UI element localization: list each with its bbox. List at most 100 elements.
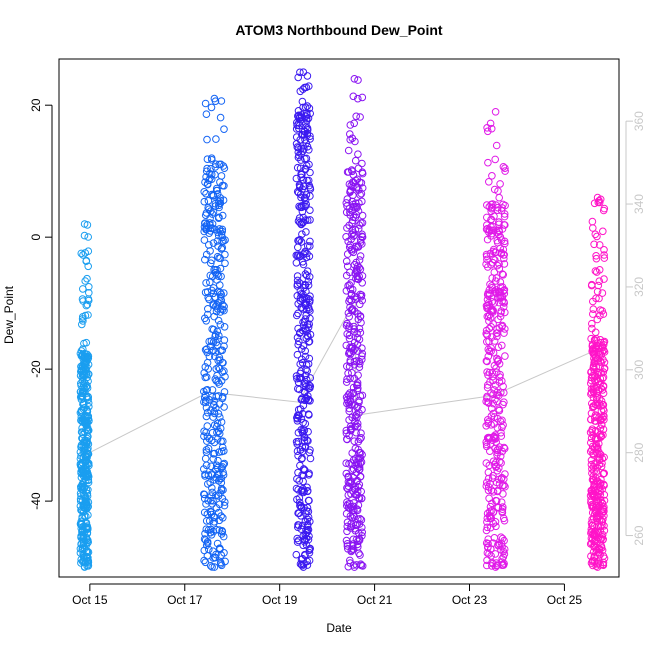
data-point	[596, 490, 605, 499]
data-point	[484, 263, 492, 271]
data-point	[343, 435, 351, 444]
data-point	[590, 553, 599, 562]
data-point	[217, 418, 226, 426]
data-point	[595, 455, 604, 464]
data-point	[491, 395, 499, 404]
data-point	[77, 462, 85, 471]
data-point	[484, 539, 492, 548]
data-point	[220, 447, 228, 455]
data-point	[200, 197, 209, 206]
data-point	[77, 519, 85, 528]
data-point	[79, 383, 87, 392]
data-point	[600, 254, 609, 262]
data-point	[299, 321, 308, 330]
data-point	[488, 203, 497, 212]
data-point	[358, 159, 366, 168]
data-point	[600, 246, 608, 254]
data-point	[345, 407, 354, 416]
data-point	[296, 182, 304, 190]
data-point	[205, 517, 214, 525]
data-point	[488, 372, 497, 381]
data-point	[598, 289, 607, 297]
data-point	[213, 252, 222, 261]
data-point	[354, 150, 362, 158]
data-point	[302, 228, 310, 236]
data-point	[215, 448, 223, 456]
data-point	[300, 182, 308, 191]
data-point	[493, 368, 501, 377]
data-point	[81, 491, 89, 500]
data-point	[213, 270, 222, 278]
data-point	[303, 267, 312, 276]
data-point	[348, 514, 357, 522]
data-point	[345, 312, 354, 321]
y-tick-label: -20	[29, 360, 43, 378]
data-point	[349, 171, 358, 179]
data-points	[76, 68, 609, 571]
data-point	[80, 231, 89, 240]
data-point	[494, 355, 503, 364]
data-point	[219, 237, 228, 245]
data-point	[80, 512, 89, 520]
data-point	[292, 174, 301, 183]
data-point	[483, 509, 492, 518]
data-point	[590, 350, 598, 358]
data-point	[299, 213, 308, 222]
data-point	[495, 218, 503, 226]
data-point	[209, 413, 217, 421]
data-point	[303, 487, 312, 495]
data-point	[292, 259, 301, 267]
data-point	[590, 402, 598, 411]
data-point	[599, 389, 608, 398]
data-point	[342, 208, 351, 217]
data-point	[599, 355, 607, 364]
data-point	[344, 545, 352, 553]
data-point	[492, 522, 500, 531]
data-point	[600, 337, 609, 346]
data-point	[500, 559, 508, 568]
data-point	[357, 219, 365, 227]
data-point	[600, 503, 608, 511]
data-point	[306, 517, 314, 526]
data-point	[355, 494, 364, 503]
data-point	[349, 248, 358, 257]
data-point	[354, 242, 362, 250]
data-point	[76, 497, 85, 505]
data-point	[218, 227, 226, 236]
data-point	[294, 340, 303, 349]
data-point	[596, 306, 605, 314]
data-point	[212, 550, 220, 559]
data-point	[351, 156, 360, 165]
data-point	[354, 371, 362, 380]
data-point	[215, 331, 223, 340]
data-point	[301, 371, 310, 380]
data-point	[599, 227, 607, 236]
data-point	[355, 480, 364, 489]
data-point	[83, 373, 92, 382]
data-point	[293, 534, 302, 543]
data-point	[357, 516, 366, 524]
data-point	[358, 184, 367, 192]
data-point	[203, 348, 211, 357]
data-point	[587, 438, 595, 447]
data-point	[78, 528, 86, 536]
data-point	[487, 347, 495, 356]
data-point	[600, 554, 609, 563]
data-point	[294, 509, 302, 518]
data-point	[76, 460, 85, 468]
data-point	[352, 428, 360, 437]
data-point	[81, 361, 89, 370]
data-point	[592, 363, 601, 371]
data-point	[343, 395, 352, 404]
data-point	[292, 550, 301, 559]
data-point	[83, 468, 91, 476]
data-point	[488, 298, 496, 306]
data-point	[298, 131, 306, 139]
data-point	[498, 481, 507, 490]
data-point	[345, 281, 354, 289]
data-point	[353, 506, 362, 515]
data-point	[482, 438, 491, 446]
data-point	[487, 404, 496, 413]
data-point	[218, 443, 227, 452]
data-point	[218, 527, 226, 535]
